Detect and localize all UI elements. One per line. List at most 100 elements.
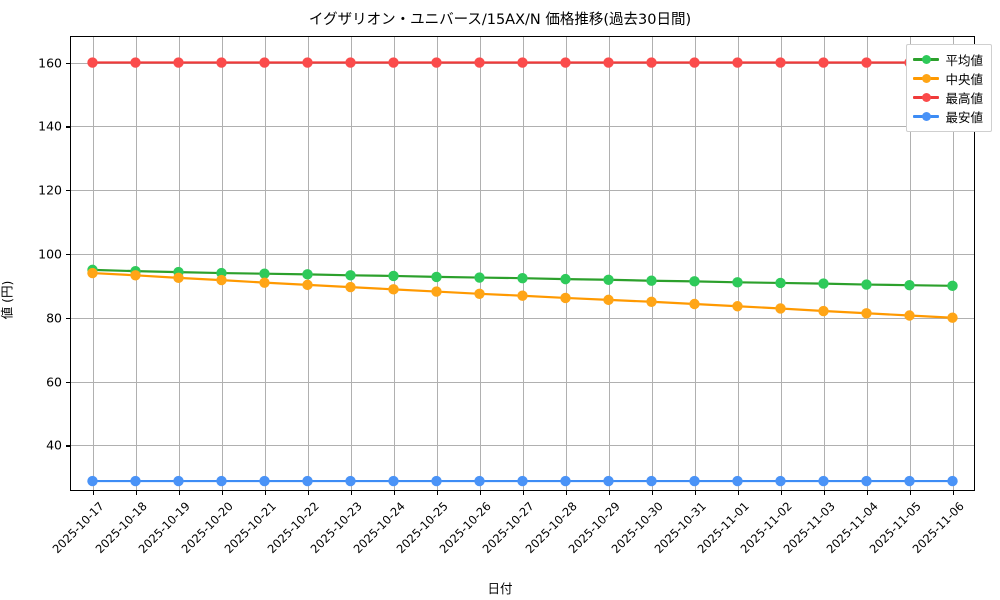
data-point-marker bbox=[388, 270, 399, 282]
gridline-horizontal bbox=[71, 253, 974, 255]
data-point-marker bbox=[302, 269, 313, 280]
gridline-horizontal bbox=[71, 381, 974, 383]
gridline-vertical bbox=[522, 37, 524, 490]
y-axis-tick-mark bbox=[66, 445, 71, 447]
data-point-marker bbox=[345, 475, 356, 487]
legend-item-1[interactable]: 中央値 bbox=[913, 69, 983, 88]
x-axis-tick-mark bbox=[350, 490, 352, 495]
data-point-marker bbox=[689, 276, 700, 287]
gridline-vertical bbox=[780, 37, 782, 490]
data-point-marker bbox=[474, 57, 485, 68]
gridline-vertical bbox=[479, 37, 481, 490]
gridline-vertical bbox=[307, 37, 309, 490]
legend-swatch-icon bbox=[913, 110, 940, 124]
series-2 bbox=[87, 57, 958, 68]
data-point-marker bbox=[646, 275, 657, 286]
data-point-marker bbox=[431, 475, 442, 487]
data-point-marker bbox=[173, 272, 184, 284]
x-axis-tick-mark bbox=[565, 490, 567, 495]
series-1 bbox=[87, 267, 958, 323]
data-point-marker bbox=[302, 279, 313, 291]
data-point-marker bbox=[775, 475, 786, 487]
data-point-marker bbox=[474, 288, 485, 300]
data-point-marker bbox=[904, 310, 915, 321]
data-point-marker bbox=[431, 286, 442, 297]
y-axis-tick-mark bbox=[66, 190, 71, 192]
gridline-vertical bbox=[178, 37, 180, 490]
data-point-marker bbox=[775, 57, 786, 68]
y-axis-tick-label: 60 bbox=[46, 374, 62, 390]
data-point-marker bbox=[259, 57, 270, 68]
legend-item-2[interactable]: 最高値 bbox=[913, 88, 983, 107]
gridline-vertical bbox=[436, 37, 438, 490]
data-point-marker bbox=[259, 277, 270, 288]
data-point-marker bbox=[732, 475, 743, 487]
legend-item-label: 最安値 bbox=[945, 110, 983, 125]
data-point-marker bbox=[216, 57, 227, 68]
data-point-marker bbox=[861, 475, 872, 487]
data-point-marker bbox=[302, 475, 313, 487]
x-axis-tick-mark bbox=[307, 490, 309, 495]
data-point-marker bbox=[431, 57, 442, 68]
gridline-vertical bbox=[350, 37, 352, 490]
x-axis-tick-mark bbox=[737, 490, 739, 495]
data-point-marker bbox=[517, 272, 528, 284]
series-layer bbox=[71, 37, 974, 490]
data-point-marker bbox=[818, 305, 829, 317]
data-point-marker bbox=[560, 292, 571, 304]
x-axis-tick-mark bbox=[436, 490, 438, 495]
data-point-marker bbox=[431, 271, 442, 283]
y-axis-tick-label: 40 bbox=[46, 437, 62, 453]
gridline-vertical bbox=[221, 37, 223, 490]
data-point-marker bbox=[474, 475, 485, 487]
x-axis-tick-mark bbox=[479, 490, 481, 495]
data-point-marker bbox=[775, 277, 786, 289]
legend-item-0[interactable]: 平均値 bbox=[913, 50, 983, 69]
legend-item-label: 中央値 bbox=[945, 72, 983, 87]
y-axis-tick-label: 120 bbox=[38, 182, 62, 198]
y-axis-tick-mark bbox=[66, 126, 71, 128]
plot-area: 2025-10-17 2025-10-18 2025-10-19 2025-10-20… bbox=[38, 36, 975, 556]
data-point-marker bbox=[87, 57, 98, 68]
data-point-marker bbox=[775, 303, 786, 314]
data-point-marker bbox=[603, 294, 614, 306]
grid-layer: 2025-10-17 2025-10-18 2025-10-19 2025-10-20… bbox=[38, 37, 974, 556]
y-axis-tick-mark bbox=[66, 253, 71, 256]
gridline-vertical bbox=[608, 37, 610, 490]
data-point-marker bbox=[87, 267, 98, 279]
gridline-vertical bbox=[823, 37, 825, 490]
data-point-marker bbox=[388, 284, 399, 295]
data-point-marker bbox=[689, 57, 700, 68]
gridline-vertical bbox=[952, 37, 954, 490]
data-point-marker bbox=[603, 57, 614, 68]
legend-swatch-icon bbox=[913, 91, 940, 105]
gridline-vertical bbox=[135, 37, 137, 490]
y-axis-title: 値 (円) bbox=[0, 280, 15, 320]
data-point-marker bbox=[388, 475, 399, 487]
y-axis-tick-label: 80 bbox=[46, 310, 62, 326]
data-point-marker bbox=[603, 274, 614, 285]
data-point-marker bbox=[689, 475, 700, 487]
x-axis-tick-mark bbox=[651, 490, 653, 495]
legend-item-label: 最高値 bbox=[945, 91, 983, 106]
y-axis-tick-mark bbox=[66, 381, 71, 383]
y-axis-tick-label: 100 bbox=[38, 246, 62, 262]
gridline-vertical bbox=[92, 37, 94, 490]
y-axis-tick-mark bbox=[66, 62, 71, 64]
data-point-marker bbox=[388, 57, 399, 68]
data-point-marker bbox=[517, 57, 528, 68]
data-point-marker bbox=[947, 312, 958, 323]
data-point-marker bbox=[947, 280, 958, 292]
x-axis-tick-mark bbox=[909, 490, 911, 495]
legend-item-3[interactable]: 最安値 bbox=[913, 107, 983, 126]
data-point-marker bbox=[259, 475, 270, 487]
data-point-marker bbox=[302, 57, 313, 68]
data-point-marker bbox=[259, 268, 270, 279]
data-point-marker bbox=[216, 274, 227, 286]
x-axis-tick-mark bbox=[823, 490, 825, 495]
x-axis-tick-mark bbox=[264, 490, 266, 495]
data-point-marker bbox=[904, 475, 915, 487]
data-point-marker bbox=[130, 57, 141, 68]
x-axis-tick-mark bbox=[694, 490, 696, 495]
data-point-marker bbox=[474, 272, 485, 283]
